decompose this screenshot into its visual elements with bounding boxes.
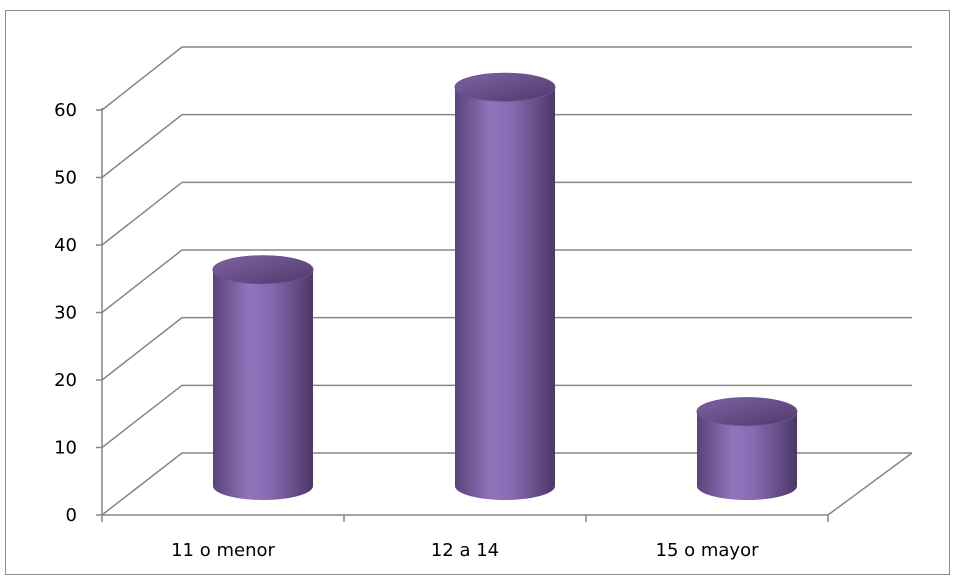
x-tick-label: 12 a 14 <box>431 540 499 561</box>
bar-11-o-menor <box>212 255 314 500</box>
y-tick-label: 10 <box>54 438 77 459</box>
y-tick-label: 0 <box>66 505 77 526</box>
tick-labels: 0 10 20 30 40 50 60 11 o menor 12 a 14 15 o mayor <box>54 100 759 561</box>
bars <box>212 72 798 500</box>
gridline-50 <box>101 113 912 179</box>
x-tick-label: 11 o menor <box>171 540 275 561</box>
gridline-30 <box>101 249 912 314</box>
gridline-60 <box>101 46 912 111</box>
x-tick-label: 15 o mayor <box>656 540 760 561</box>
bar-12-a-14 <box>454 72 556 500</box>
y-tick-label: 40 <box>54 235 77 256</box>
y-tick-label: 30 <box>54 303 77 324</box>
gridline-10 <box>101 384 912 449</box>
axes <box>96 108 913 522</box>
gridline-20 <box>101 316 912 381</box>
y-tick-label: 20 <box>54 370 77 391</box>
gridline-0 <box>101 452 912 516</box>
y-tick-label: 60 <box>54 100 77 121</box>
gridline-40 <box>101 181 912 246</box>
y-tick-label: 50 <box>54 168 77 189</box>
gridlines <box>101 46 912 516</box>
bar-15-o-mayor <box>696 397 798 500</box>
